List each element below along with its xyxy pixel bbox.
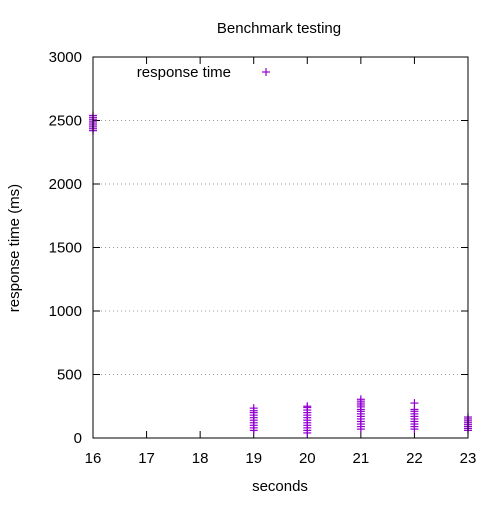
x-axis-tick-labels: 16 17 18 19 20 21 22 23 (85, 450, 477, 467)
y-tick-label-5: 2500 (49, 113, 82, 130)
x-tick-label-3: 19 (245, 450, 262, 467)
chart-title: Benchmark testing (217, 20, 341, 37)
y-tick-label-0: 0 (74, 430, 82, 447)
data-point (249, 404, 258, 413)
data-point (303, 402, 312, 411)
data-point (410, 399, 419, 408)
legend: response time (137, 64, 270, 81)
x-axis-label: seconds (252, 478, 308, 495)
plot-area-frame (92, 56, 469, 439)
y-tick-label-3: 1500 (49, 240, 82, 257)
legend-label: response time (137, 64, 231, 81)
y-tick-label-6: 3000 (49, 49, 82, 66)
y-axis-label: response time (ms) (6, 184, 23, 312)
x-tick-label-6: 22 (406, 450, 423, 467)
grid-lines (93, 120, 468, 375)
y-tick-label-1: 500 (57, 367, 82, 384)
legend-marker (262, 68, 270, 76)
data-point (356, 395, 365, 404)
y-tick-label-2: 1000 (49, 303, 82, 320)
x-tick-label-4: 20 (299, 450, 316, 467)
x-tick-label-0: 16 (85, 450, 102, 467)
x-tick-label-2: 18 (192, 450, 209, 467)
y-tick-label-4: 2000 (49, 176, 82, 193)
x-tick-label-1: 17 (138, 450, 155, 467)
x-tick-label-5: 21 (353, 450, 370, 467)
x-tick-label-7: 23 (460, 450, 477, 467)
y-axis-tick-labels: 0 500 1000 1500 2000 2500 3000 (49, 49, 82, 447)
